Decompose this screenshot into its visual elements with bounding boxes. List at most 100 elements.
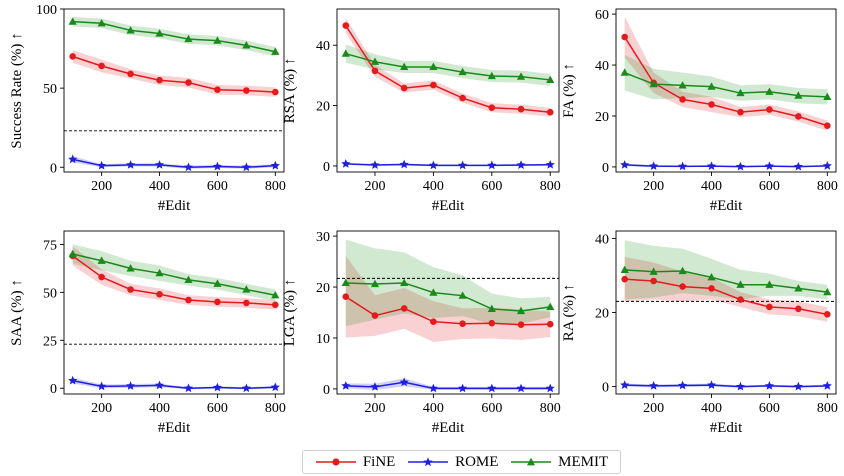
point-memit xyxy=(155,29,164,37)
point-memit xyxy=(620,265,629,273)
point-fine xyxy=(621,33,628,41)
point-memit xyxy=(68,249,77,258)
point-fine xyxy=(766,303,773,311)
point-rome xyxy=(620,380,630,389)
legend-item-rome: ROME xyxy=(407,454,498,471)
y-tick-label: 25 xyxy=(43,334,57,349)
point-fine xyxy=(708,101,715,108)
band-fine xyxy=(72,50,276,97)
point-fine xyxy=(488,104,496,112)
point-rome xyxy=(516,383,526,393)
x-tick-label: 200 xyxy=(364,401,385,416)
series-line-fine xyxy=(624,36,828,127)
y-tick-label: 30 xyxy=(316,230,330,245)
point-memit xyxy=(794,91,803,99)
point-fine xyxy=(546,320,554,328)
point-memit xyxy=(370,279,380,288)
x-tick-label: 600 xyxy=(207,401,228,416)
plot-frame xyxy=(63,8,285,173)
x-tick-label: 200 xyxy=(643,179,664,194)
point-memit xyxy=(126,264,135,272)
point-fine xyxy=(156,76,163,84)
point-memit xyxy=(213,36,222,44)
point-memit xyxy=(370,57,380,65)
point-fine xyxy=(737,108,744,116)
x-axis-label: #Edit xyxy=(710,198,743,214)
point-memit xyxy=(707,273,716,281)
point-fine xyxy=(214,298,221,306)
point-rome xyxy=(649,381,659,390)
point-rome xyxy=(212,382,222,392)
point-memit xyxy=(126,26,135,34)
x-tick-label: 400 xyxy=(423,179,444,194)
point-rome xyxy=(678,380,688,390)
point-memit xyxy=(823,287,832,296)
x-axis-label: #Edit xyxy=(158,198,191,214)
y-tick-label: 50 xyxy=(43,82,57,97)
point-rome xyxy=(154,380,165,390)
band-fine xyxy=(345,255,551,343)
x-tick-label: 600 xyxy=(759,179,780,194)
y-axis-label: RA (%) ↑ xyxy=(561,284,577,342)
point-memit xyxy=(678,81,687,89)
x-tick-label: 200 xyxy=(91,401,112,416)
series-line-fine xyxy=(345,296,551,326)
point-rome xyxy=(126,381,136,390)
point-rome xyxy=(154,160,165,169)
point-rome xyxy=(97,160,107,170)
point-memit xyxy=(429,62,438,71)
point-fine xyxy=(621,275,628,283)
point-memit xyxy=(736,280,745,288)
point-rome xyxy=(241,383,251,393)
point-rome xyxy=(97,381,107,391)
point-memit xyxy=(823,92,832,100)
subplot-4: 200 400 600 800 0 25 50 75 #Edit SAA (%) ↑ xyxy=(9,230,286,436)
point-fine xyxy=(517,105,525,113)
point-memit xyxy=(765,280,774,288)
point-fine xyxy=(69,53,76,60)
band-fine xyxy=(624,16,828,131)
y-tick-label: 75 xyxy=(43,238,57,253)
y-tick-label: 20 xyxy=(316,100,330,115)
point-fine xyxy=(517,321,525,329)
point-fine xyxy=(488,319,496,327)
x-axis-label: #Edit xyxy=(432,198,465,214)
point-rome xyxy=(487,383,497,393)
y-tick-label: 0 xyxy=(50,161,57,176)
point-fine xyxy=(98,62,105,70)
point-rome xyxy=(735,161,746,171)
point-rome xyxy=(370,382,380,391)
point-rome xyxy=(458,383,468,393)
point-rome xyxy=(822,381,832,390)
point-memit xyxy=(155,268,164,277)
y-axis-label: Success Rate (%) ↑ xyxy=(9,32,25,148)
point-rome xyxy=(126,160,136,169)
point-rome xyxy=(706,380,717,389)
y-tick-label: 0 xyxy=(602,161,609,176)
point-memit xyxy=(678,266,687,275)
legend-item-fine: FiNE xyxy=(315,453,396,471)
point-rome xyxy=(399,159,409,169)
point-rome xyxy=(399,377,409,387)
point-rome xyxy=(370,160,380,169)
point-rome xyxy=(68,154,78,164)
x-tick-label: 200 xyxy=(364,179,385,194)
x-tick-label: 800 xyxy=(540,179,561,194)
subplot-6: 200 400 600 800 0 20 40 #Edit RA (%) ↑ xyxy=(561,230,838,436)
series-line-memit xyxy=(72,20,276,53)
point-fine xyxy=(243,299,250,307)
x-tick-label: 400 xyxy=(701,401,722,416)
x-tick-label: 800 xyxy=(265,179,286,194)
point-fine xyxy=(127,286,134,293)
series-line-rome xyxy=(72,379,276,390)
y-tick-label: 40 xyxy=(595,232,609,247)
point-memit xyxy=(97,18,106,27)
legend-label-fine: FiNE xyxy=(362,453,396,470)
x-tick-label: 400 xyxy=(149,179,170,194)
point-fine xyxy=(371,67,379,75)
point-fine xyxy=(400,305,408,312)
series-line-memit xyxy=(624,269,828,293)
x-axis-label: #Edit xyxy=(432,420,465,436)
point-rome xyxy=(764,381,774,390)
point-rome xyxy=(241,162,251,172)
